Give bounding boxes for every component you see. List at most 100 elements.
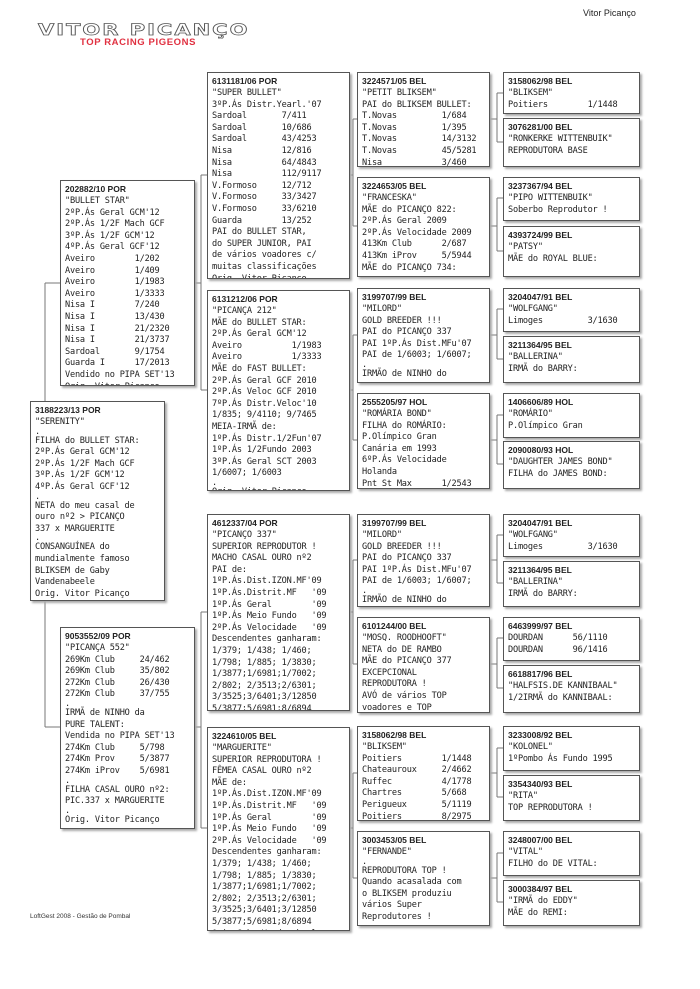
card-line: 1/2IRMÃ do KANNIBAAL: bbox=[508, 692, 613, 703]
card-line: BLIKSEM de Gaby bbox=[35, 565, 110, 576]
pedigree-card: 6101244/00 BEL "MOSQ. ROODHOOFT" NETA do D… bbox=[357, 617, 490, 713]
card-line: 1/379; 1/438; 1/460; bbox=[212, 858, 312, 869]
card-line: Ruffec 4/1778 bbox=[362, 776, 472, 787]
card-line: de vários voadores c/ bbox=[212, 250, 317, 261]
card-line: 413Km iProv 5/5944 bbox=[362, 250, 472, 261]
card-line: Nisa I 13/430 bbox=[65, 311, 165, 322]
pigeon-name: "PICANÇA 212" bbox=[212, 306, 277, 316]
card-line: MÃE do BULLET STAR: bbox=[212, 317, 307, 328]
card-line: 413Km Club 2/687 bbox=[362, 239, 467, 250]
card-line: 274Km Club 5/798 bbox=[65, 742, 165, 753]
card-line: PURE TALENT: bbox=[65, 719, 125, 730]
card-line: PAI de: bbox=[212, 564, 247, 575]
pigeon-name: "MOSQ. ROODHOOFT" bbox=[362, 633, 447, 643]
pigeon-name: "SERENITY" bbox=[35, 417, 85, 427]
card-line: Orig. Vitor Picanço bbox=[65, 382, 190, 386]
card-line: . bbox=[65, 775, 70, 786]
card-line: 272Km Club 26/430 bbox=[65, 677, 170, 688]
card-line: Guarda 13/252 bbox=[212, 215, 312, 226]
ring-number: 6101244/00 BEL bbox=[362, 621, 427, 631]
card-line: 2ºP.Ás Geral 2009 bbox=[362, 216, 447, 227]
card-line: Nisa 12/816 bbox=[212, 145, 312, 156]
pedigree-card: 3003453/05 BEL "FERNANDE". REPRODUTORA TOP… bbox=[357, 831, 490, 926]
logo-subtitle: TOP RACING PIGEONS bbox=[80, 37, 197, 48]
connector-sire bbox=[195, 174, 207, 391]
card-line: mundialmente famoso bbox=[35, 553, 130, 564]
card-line: 1ºP.Ás.Distrit.MF '09 bbox=[212, 800, 327, 811]
ring-number: 3233008/92 BEL bbox=[508, 730, 573, 740]
card-line: Aveiro 1/202 bbox=[65, 253, 160, 264]
card-line: Quando acasalada com bbox=[362, 877, 462, 888]
card-line: REPRODUTORA BASE bbox=[508, 145, 588, 156]
card-line: MÃE de: bbox=[212, 777, 247, 788]
card-line: GOLD BREEDER !!! bbox=[362, 541, 442, 552]
ring-number: 9053552/09 POR bbox=[65, 631, 131, 641]
card-line: 4ºP.Ás Geral GCF'12 bbox=[35, 481, 130, 492]
card-line: 5/3877;5/6981;8/6894 bbox=[212, 703, 312, 711]
card-line: MÃE do PICANÇO 377 bbox=[362, 656, 452, 667]
card-line: 1ºP.Ás Meio Fundo '09 bbox=[212, 611, 327, 622]
card-line: 1ºP.Ás 1/2Fundo 2003 bbox=[212, 445, 312, 456]
ring-number: 6131212/06 POR bbox=[212, 294, 278, 304]
card-line: PAI 1ºP.Ás Dist.MFu'07 bbox=[362, 338, 472, 349]
card-line: Poitiers 8/2975 bbox=[362, 811, 472, 821]
footer-text: LoftGest 2008 - Gestão de Pombal bbox=[30, 913, 131, 920]
card-line: IRMÃO de NINHO do bbox=[362, 594, 447, 605]
pedigree-card: 3248007/00 BEL "VITAL" FILHO do DE VITAL: bbox=[503, 831, 640, 876]
ring-number: 4612337/04 POR bbox=[212, 518, 278, 528]
card-line: PAI de 1/6003; 1/6007; bbox=[362, 576, 472, 587]
card-line: Chateauroux 2/4662 bbox=[362, 765, 472, 776]
card-line: MÃE do ROYAL BLUE: bbox=[508, 253, 598, 264]
card-line: Reprodutores ! bbox=[362, 911, 432, 922]
card-line: Orig.Gaby Vandenabeele bbox=[212, 929, 345, 931]
pedigree-card: 2090080/93 HOL "DAUGHTER JAMES BOND" FILHA… bbox=[503, 441, 640, 489]
pedigree-card: 3158062/98 BEL "BLIKSEM" Poitiers 1/1448 bbox=[503, 72, 640, 114]
pigeon-name: "PICANÇA 552" bbox=[65, 643, 130, 653]
card-line: 2ºP.Ás Veloc GCF 2010 bbox=[212, 387, 317, 398]
card-line: Aveiro 1/3333 bbox=[212, 352, 322, 363]
ring-number: 3000384/97 BEL bbox=[508, 884, 573, 894]
card-line: voadores e TOP bbox=[362, 702, 432, 713]
card-line: T.Novas 1/395 bbox=[362, 122, 467, 133]
card-line: 1/6007; 1/6003 bbox=[212, 468, 282, 479]
card-line: 1ºP.Ás Geral '09 bbox=[212, 599, 327, 610]
card-line: 2/802; 2/3513;2/6301; bbox=[212, 893, 317, 904]
pigeon-name: "KOLONEL" bbox=[508, 742, 553, 752]
ring-number: 3224653/05 BEL bbox=[362, 181, 427, 191]
card-line: ouro nº2 > PICANÇO bbox=[35, 512, 125, 523]
pigeon-name: "SUPER BULLET" bbox=[212, 88, 282, 98]
card-line: Nisa I 21/2320 bbox=[65, 323, 170, 334]
ring-number: 3211364/95 BEL bbox=[508, 340, 572, 350]
pedigree-card: 4393724/99 BEL "PATSY" MÃE do ROYAL BLUE: bbox=[503, 226, 640, 277]
card-line: 4ºP.Ás Geral GCF'12 bbox=[65, 242, 160, 253]
card-line: REPRODUTORA TOP ! bbox=[362, 865, 447, 876]
ring-number: 202882/10 POR bbox=[65, 184, 126, 194]
card-line: PAI do BULLET STAR, bbox=[212, 227, 307, 238]
card-line: NETA do meu casal de bbox=[35, 500, 135, 511]
card-line: P.Olímpico Gran bbox=[508, 420, 583, 431]
card-line: Descendentes ganharam: bbox=[212, 634, 322, 645]
card-line: IRMÃ de NINHO da bbox=[65, 707, 145, 718]
ring-number: 1406606/89 HOL bbox=[508, 397, 574, 407]
card-line: V.Formoso 12/712 bbox=[212, 180, 312, 191]
card-line: Nisa I 21/3737 bbox=[65, 335, 170, 346]
ring-number: 3224610/05 BEL bbox=[212, 731, 277, 741]
card-line: Orig. Vitor Picanço bbox=[65, 814, 160, 825]
card-line: 269Km Club 24/462 bbox=[65, 654, 170, 665]
card-line: 3ºP.Ás 1/2F GCM'12 bbox=[65, 230, 155, 241]
card-line: V.Formoso 33/3427 bbox=[212, 192, 317, 203]
card-line: EXCEPCIONAL bbox=[362, 667, 417, 678]
ring-number: 4393724/99 BEL bbox=[508, 230, 573, 240]
card-line: Pnt St Max 1/2543 bbox=[362, 478, 472, 489]
card-line: 1ºPombo Ás Fundo 1995 bbox=[508, 753, 613, 764]
card-line: 1/798; 1/885; 1/3830; bbox=[212, 657, 317, 668]
pedigree-card: 6131212/06 POR "PICANÇA 212" MÃE do BULLET… bbox=[207, 290, 350, 491]
card-line: 7ºP.Ás Distr.Veloc'10 bbox=[212, 398, 317, 409]
card-line: do SUPER JUNIOR, PAI bbox=[212, 238, 312, 249]
pedigree-card: 3224610/05 BEL "MARGUERITE" SUPERIOR REPRO… bbox=[207, 727, 350, 931]
card-line: FILHA do JAMES BOND: bbox=[508, 468, 608, 479]
connector-dam bbox=[195, 611, 207, 829]
pedigree-card: 3199707/99 BEL "MILORD" GOLD BREEDER !!! PA… bbox=[357, 288, 490, 383]
card-line: 1/3877;1/6981;1/7002; bbox=[212, 882, 317, 893]
ring-number: 3003453/05 BEL bbox=[362, 835, 427, 845]
